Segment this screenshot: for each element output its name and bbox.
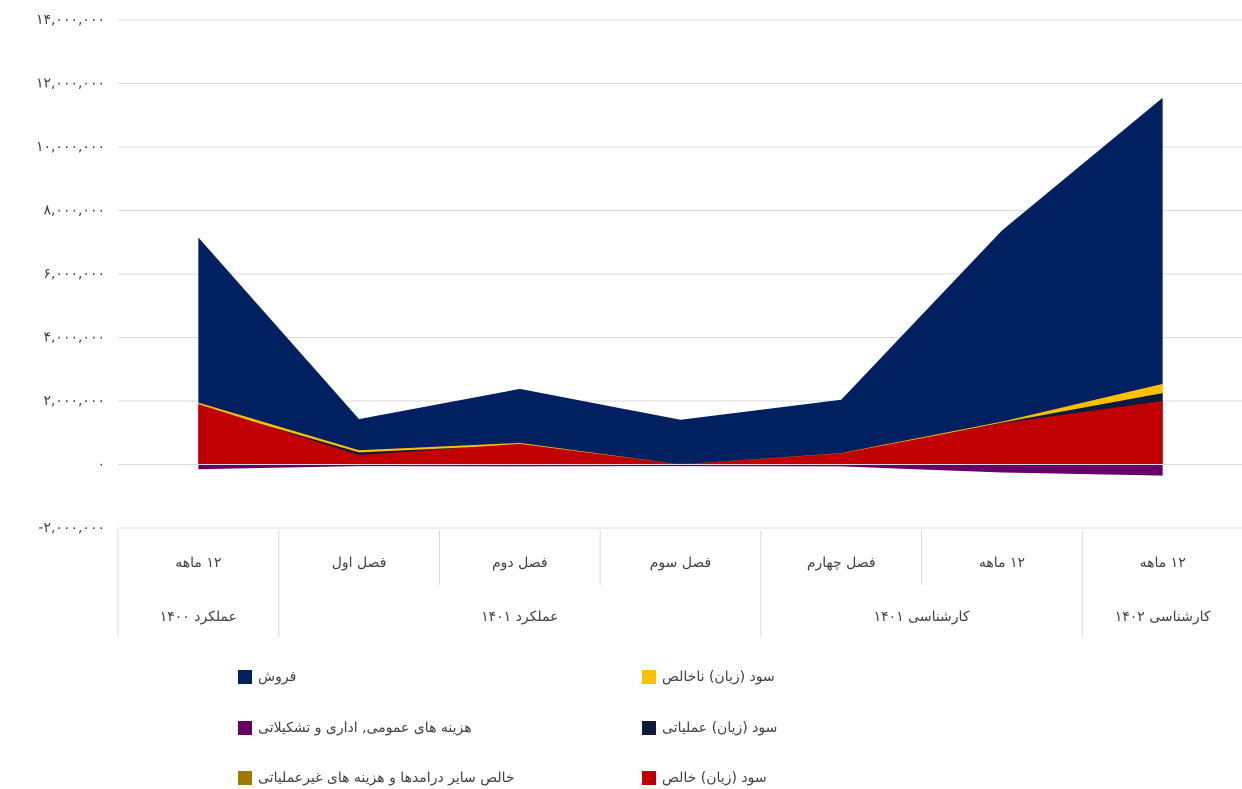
category-group-label: عملکرد ۱۴۰۱ xyxy=(481,609,558,625)
legend-label: فروش xyxy=(258,669,296,685)
x-tick-label: ۱۲ ماهه xyxy=(979,555,1025,571)
legend-swatch xyxy=(238,721,252,735)
legend-swatch xyxy=(642,721,656,735)
category-group-label: کارشناسی ۱۴۰۱ xyxy=(874,609,970,625)
x-tick-label: فصل دوم xyxy=(492,555,548,571)
y-tick-label: ۲,۰۰۰,۰۰۰ xyxy=(43,393,105,409)
area xyxy=(198,401,1163,465)
y-tick-label: ۱۴,۰۰۰,۰۰۰ xyxy=(36,12,105,28)
y-tick-label: ۱۰,۰۰۰,۰۰۰ xyxy=(36,139,105,155)
category-group-label: کارشناسی ۱۴۰۲ xyxy=(1115,609,1211,625)
x-tick-label: فصل چهارم xyxy=(807,555,876,571)
x-tick-label: ۱۲ ماهه xyxy=(175,555,221,571)
legend-swatch xyxy=(642,771,656,785)
legend-swatch xyxy=(238,670,252,684)
legend-label: سود (زیان) خالص xyxy=(662,770,767,786)
x-tick-label: ۱۲ ماهه xyxy=(1140,555,1186,571)
y-tick-label: ۴,۰۰۰,۰۰۰ xyxy=(43,330,105,346)
y-tick-label: ۱۲,۰۰۰,۰۰۰ xyxy=(36,76,105,92)
legend-label: سود (زیان) ناخالص xyxy=(662,669,775,685)
legend-swatch xyxy=(642,670,656,684)
category-group-label: عملکرد ۱۴۰۰ xyxy=(160,609,237,625)
legend-label: هزینه های عمومی, اداری و تشکیلاتی xyxy=(258,720,472,736)
y-tick-label: ۶,۰۰۰,۰۰۰ xyxy=(43,266,105,282)
area xyxy=(198,97,1163,465)
y-tick-label: ۰ xyxy=(97,457,105,473)
area xyxy=(198,464,1163,476)
x-tick-label: فصل سوم xyxy=(650,555,712,571)
y-tick-label: ۸,۰۰۰,۰۰۰ xyxy=(43,203,105,219)
legend-swatch xyxy=(238,771,252,785)
y-tick-label: -۲,۰۰۰,۰۰۰ xyxy=(38,520,105,536)
legend-label: سود (زیان) عملیاتی xyxy=(662,720,777,736)
legend-label: خالص سایر درامدها و هزینه های غیرعملیاتی xyxy=(258,770,515,786)
x-tick-label: فصل اول xyxy=(332,555,387,571)
